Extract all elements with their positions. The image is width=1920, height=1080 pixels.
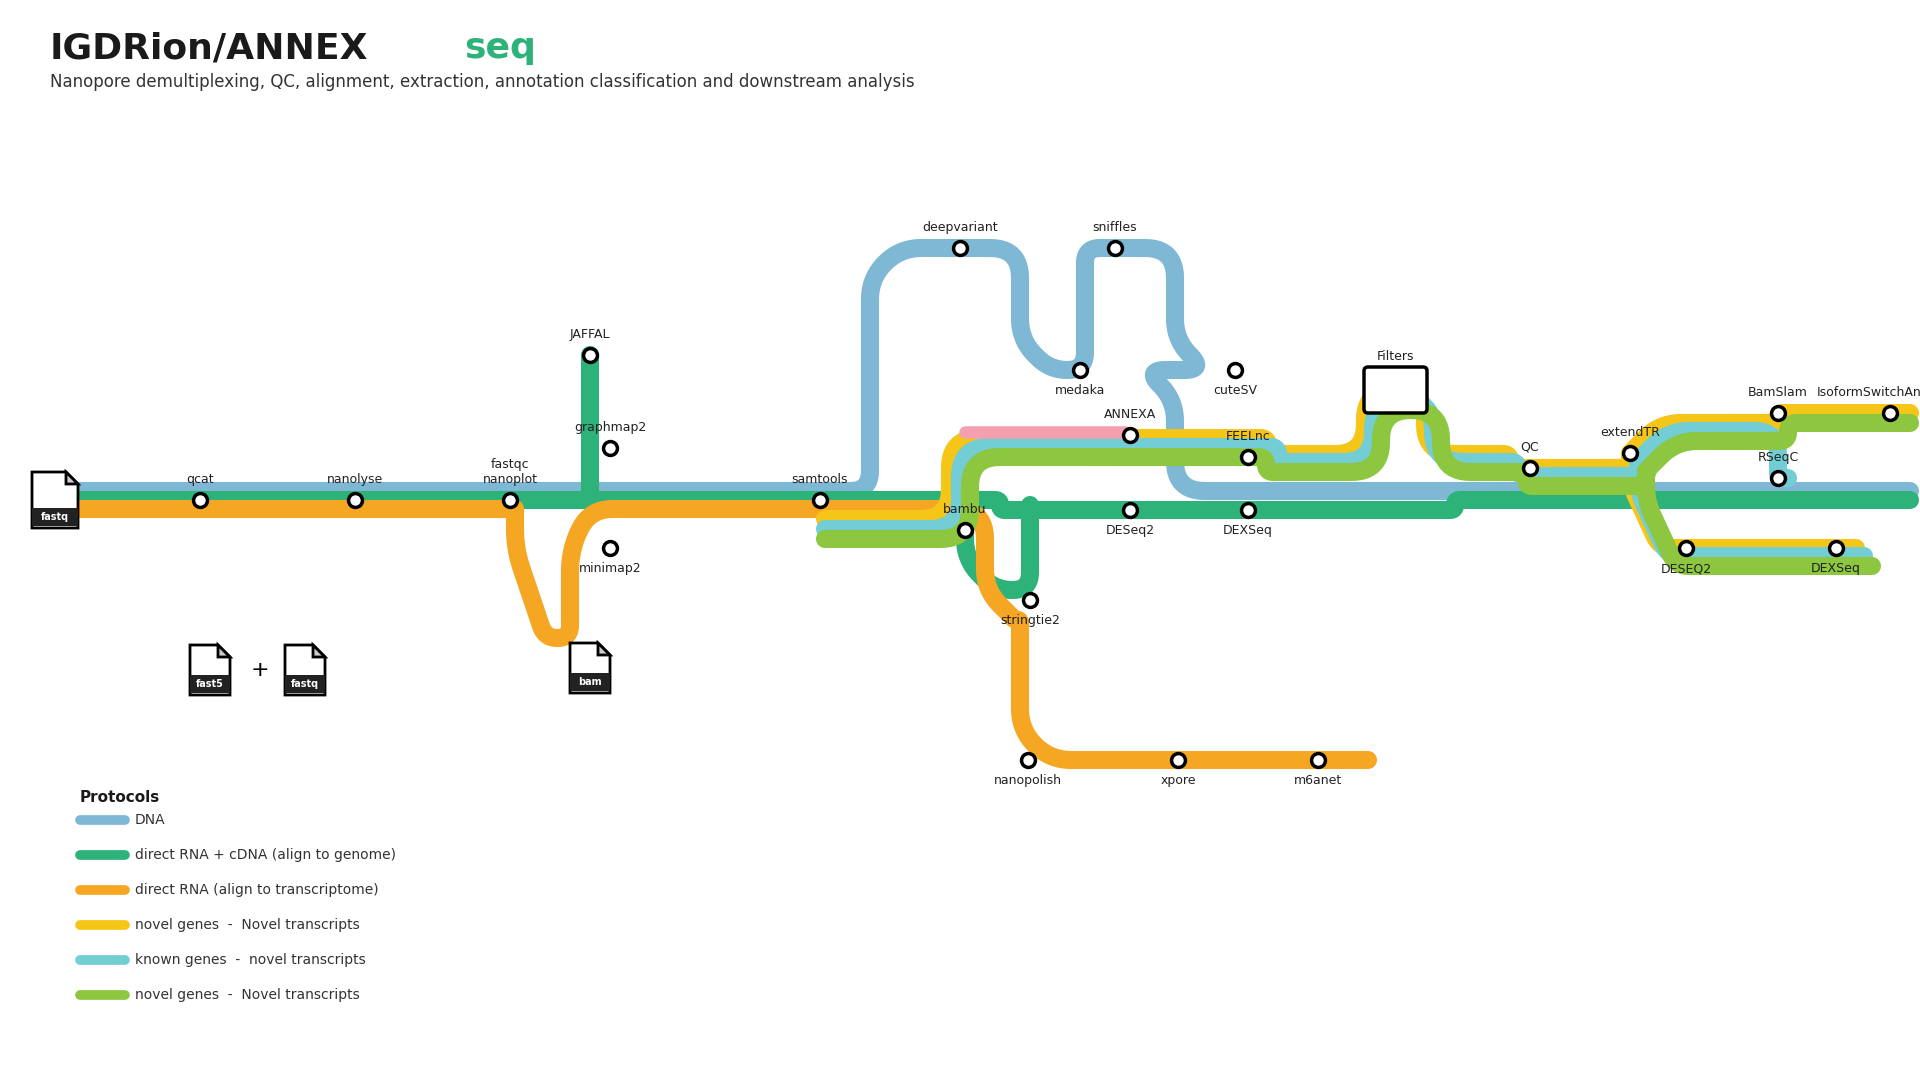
Text: bam: bam [578, 677, 601, 687]
Text: DNA: DNA [134, 813, 165, 827]
Text: fastq: fastq [40, 512, 69, 522]
Text: xpore: xpore [1160, 774, 1196, 787]
Text: nanopolish: nanopolish [995, 774, 1062, 787]
Text: fast5: fast5 [196, 679, 225, 689]
Text: novel genes  -  Novel transcripts: novel genes - Novel transcripts [134, 988, 359, 1002]
Text: extendTR: extendTR [1599, 426, 1661, 438]
Polygon shape [284, 645, 324, 696]
FancyBboxPatch shape [1363, 367, 1427, 413]
Text: DEXSeq: DEXSeq [1811, 562, 1860, 575]
Text: seq: seq [463, 31, 536, 65]
Bar [190, 675, 230, 693]
Text: FEELnc: FEELnc [1225, 430, 1271, 443]
Text: Protocols: Protocols [81, 791, 159, 806]
Text: Filters: Filters [1377, 350, 1413, 363]
Text: IsoformSwitchAnalyzeR: IsoformSwitchAnalyzeR [1816, 386, 1920, 399]
Polygon shape [597, 643, 611, 654]
Text: novel genes  -  Novel transcripts: novel genes - Novel transcripts [134, 918, 359, 932]
Text: DESEQ2: DESEQ2 [1661, 562, 1711, 575]
Text: medaka: medaka [1054, 384, 1106, 397]
Text: RSeqC: RSeqC [1757, 451, 1799, 464]
Text: fastq: fastq [292, 679, 319, 689]
Text: nanolyse: nanolyse [326, 473, 384, 486]
Text: minimap2: minimap2 [578, 562, 641, 575]
Text: DESeq2: DESeq2 [1106, 524, 1154, 537]
Polygon shape [65, 472, 79, 484]
Text: DEXSeq: DEXSeq [1223, 524, 1273, 537]
Bar [33, 508, 79, 526]
Text: deepvariant: deepvariant [922, 221, 998, 234]
Polygon shape [570, 643, 611, 693]
Polygon shape [33, 472, 79, 528]
Text: sniffles: sniffles [1092, 221, 1137, 234]
Bar [284, 675, 324, 693]
Text: stringtie2: stringtie2 [1000, 615, 1060, 627]
Polygon shape [313, 645, 324, 657]
Text: ANNEXA: ANNEXA [1104, 408, 1156, 421]
Text: BamSlam: BamSlam [1747, 386, 1809, 399]
Text: IGDRion/ANNEX: IGDRion/ANNEX [50, 31, 369, 65]
Text: direct RNA + cDNA (align to genome): direct RNA + cDNA (align to genome) [134, 848, 396, 862]
Text: graphmap2: graphmap2 [574, 421, 647, 434]
Bar [570, 673, 611, 691]
Text: Nanopore demultiplexing, QC, alignment, extraction, annotation classification an: Nanopore demultiplexing, QC, alignment, … [50, 73, 914, 91]
Text: QC: QC [1521, 441, 1540, 454]
Text: qcat: qcat [186, 473, 213, 486]
Text: fastqc
nanoplot: fastqc nanoplot [482, 458, 538, 486]
Text: +: + [252, 660, 269, 680]
Text: cuteSV: cuteSV [1213, 384, 1258, 397]
Text: JAFFAL: JAFFAL [570, 328, 611, 341]
Text: direct RNA (align to transcriptome): direct RNA (align to transcriptome) [134, 883, 378, 897]
Text: m6anet: m6anet [1294, 774, 1342, 787]
Polygon shape [219, 645, 230, 657]
Text: samtools: samtools [791, 473, 849, 486]
Polygon shape [190, 645, 230, 696]
Text: known genes  -  novel transcripts: known genes - novel transcripts [134, 953, 365, 967]
Text: bambu: bambu [943, 503, 987, 516]
